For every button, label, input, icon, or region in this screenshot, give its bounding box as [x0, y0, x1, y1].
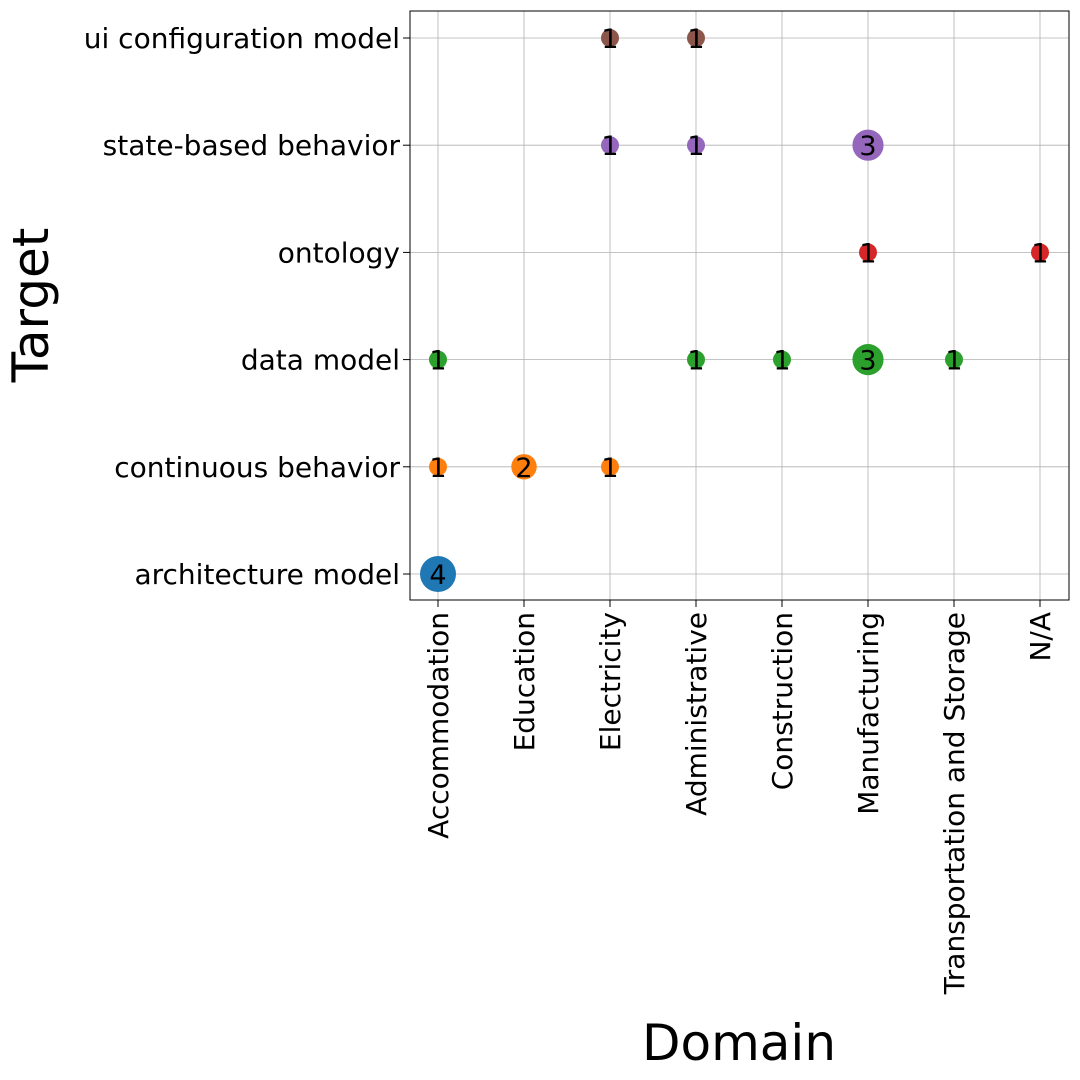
bubble: [420, 556, 456, 592]
x-tick-label: Accommodation: [422, 612, 455, 839]
bubble-count-label: 1: [1031, 238, 1048, 269]
bubble-count-label: 1: [945, 346, 962, 377]
x-tick-labels: Accommodation Education Electricity Adminis…: [422, 612, 1057, 995]
y-tick-label: state-based behavior: [103, 129, 401, 162]
x-tick-label: Manufacturing: [852, 612, 885, 815]
bubble: [601, 457, 619, 476]
bubble: [1031, 243, 1049, 262]
bubble: [687, 29, 705, 47]
bubble-count-label: 1: [601, 453, 618, 484]
bubble: [601, 136, 619, 155]
plot-area-frame: [409, 10, 1070, 601]
x-tick-label: Electricity: [594, 612, 627, 751]
bubbles: 4 1 2 1 1 1 1 3 1 1 1 1 1 3 1 1: [420, 24, 1049, 592]
x-axis-title: Domain: [642, 1014, 836, 1072]
bubble-count-label: 1: [429, 346, 446, 377]
bubble: [945, 350, 963, 369]
y-tick-label: ontology: [278, 236, 400, 269]
bubble-count-label: 3: [859, 346, 876, 377]
y-tick-label: continuous behavior: [114, 451, 400, 484]
x-tick-label: Construction: [766, 612, 799, 790]
bubble-count-label: 1: [687, 346, 704, 377]
y-axis-title: Target: [2, 228, 60, 384]
bubble: [429, 350, 447, 369]
bubble-count-label: 1: [601, 131, 618, 162]
bubble: [687, 136, 705, 155]
bubble-count-label: 1: [687, 24, 704, 55]
bubble-count-label: 1: [429, 453, 446, 484]
bubble-count-label: 3: [859, 131, 876, 162]
y-tick-labels: architecture model continuous behavior dat…: [84, 22, 401, 591]
y-tick-label: architecture model: [134, 558, 400, 591]
x-tick-label: N/A: [1024, 612, 1057, 662]
bubble: [687, 350, 705, 369]
bubble: [852, 344, 884, 376]
bubble-count-label: 1: [687, 131, 704, 162]
bubble: [852, 129, 884, 161]
bubble: [511, 454, 537, 480]
x-tick-label: Administrative: [680, 612, 713, 816]
grid-lines: [410, 11, 1069, 600]
x-tick-marks: [437, 600, 1041, 607]
bubble-count-label: 1: [859, 238, 876, 269]
bubble-count-label: 4: [429, 560, 446, 591]
x-tick-label: Education: [508, 612, 541, 751]
bubble-count-label: 2: [515, 453, 532, 484]
bubble: [601, 29, 619, 47]
bubble: [773, 350, 791, 369]
bubble: [859, 243, 877, 262]
bubble: [429, 457, 447, 476]
y-tick-marks: [403, 37, 410, 575]
bubble-count-label: 1: [773, 346, 790, 377]
y-tick-label: ui configuration model: [84, 22, 400, 55]
bubble-count-label: 1: [601, 24, 618, 55]
y-tick-label: data model: [241, 344, 400, 377]
x-tick-label: Transportation and Storage: [938, 612, 971, 995]
